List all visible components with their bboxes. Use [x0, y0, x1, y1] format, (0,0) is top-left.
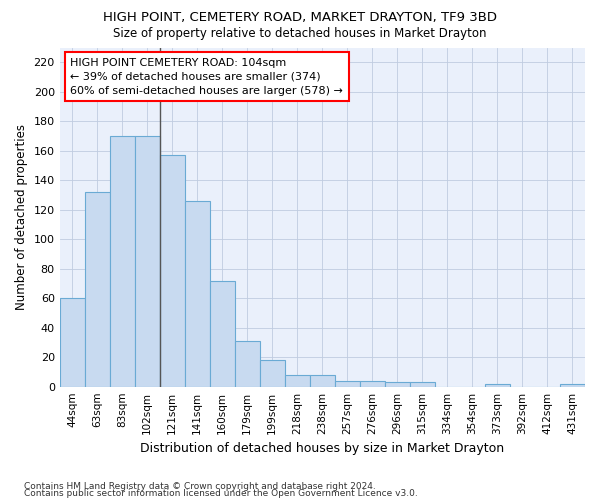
Bar — [360, 381, 385, 386]
Text: Contains HM Land Registry data © Crown copyright and database right 2024.: Contains HM Land Registry data © Crown c… — [24, 482, 376, 491]
Text: Contains public sector information licensed under the Open Government Licence v3: Contains public sector information licen… — [24, 490, 418, 498]
Bar — [560, 384, 585, 386]
Bar — [335, 381, 360, 386]
Bar — [235, 341, 260, 386]
Bar — [59, 298, 85, 386]
Bar — [385, 382, 410, 386]
Bar — [285, 375, 310, 386]
Bar — [485, 384, 510, 386]
Bar — [110, 136, 135, 386]
Text: HIGH POINT CEMETERY ROAD: 104sqm
← 39% of detached houses are smaller (374)
60% : HIGH POINT CEMETERY ROAD: 104sqm ← 39% o… — [70, 58, 343, 96]
Bar — [85, 192, 110, 386]
Bar — [310, 375, 335, 386]
Text: Size of property relative to detached houses in Market Drayton: Size of property relative to detached ho… — [113, 28, 487, 40]
Text: HIGH POINT, CEMETERY ROAD, MARKET DRAYTON, TF9 3BD: HIGH POINT, CEMETERY ROAD, MARKET DRAYTO… — [103, 11, 497, 24]
Bar — [185, 201, 210, 386]
Bar — [260, 360, 285, 386]
Bar — [410, 382, 435, 386]
Bar — [210, 280, 235, 386]
X-axis label: Distribution of detached houses by size in Market Drayton: Distribution of detached houses by size … — [140, 442, 505, 455]
Bar — [135, 136, 160, 386]
Bar — [160, 155, 185, 386]
Y-axis label: Number of detached properties: Number of detached properties — [15, 124, 28, 310]
